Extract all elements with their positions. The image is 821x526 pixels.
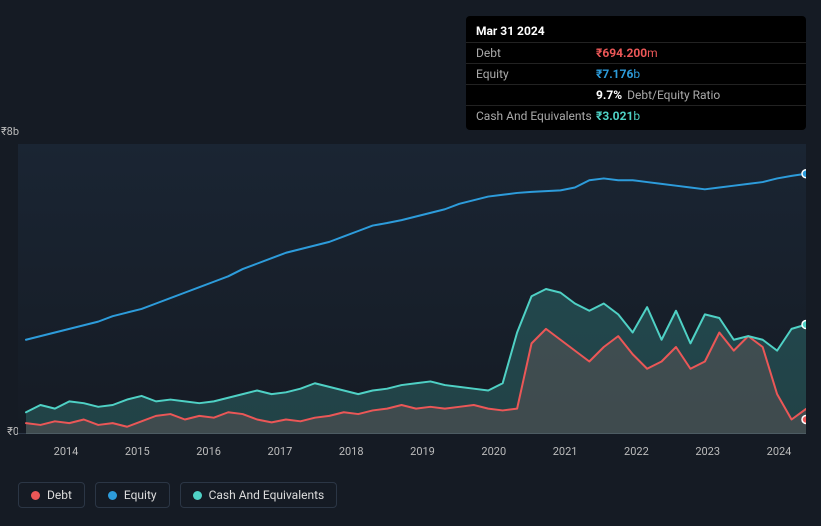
y-axis-label: ₹0: [0, 425, 19, 438]
y-axis-label: ₹8b: [0, 125, 19, 138]
chart-tooltip: Mar 31 2024 Debt₹694.200mEquity₹7.176b9.…: [466, 16, 806, 130]
tooltip-date: Mar 31 2024: [466, 22, 806, 42]
x-axis: 2014 2015 2016 2017 2018 2019 2020 2021 2022 2023…: [18, 445, 806, 465]
tooltip-row-value: ₹7.176b: [596, 67, 640, 81]
tooltip-row-label: [476, 88, 596, 102]
tooltip-row: 9.7% Debt/Equity Ratio: [466, 84, 806, 105]
x-axis-tick: 2020: [481, 445, 506, 458]
tooltip-row-value: 9.7% Debt/Equity Ratio: [596, 88, 720, 102]
tooltip-row-label: Cash And Equivalents: [476, 109, 596, 123]
x-axis-tick: 2024: [767, 445, 792, 458]
x-axis-tick: 2023: [695, 445, 720, 458]
tooltip-row-label: Equity: [476, 67, 596, 81]
x-axis-tick: 2014: [54, 445, 79, 458]
legend-item[interactable]: Cash And Equivalents: [180, 482, 338, 508]
x-axis-tick: 2016: [196, 445, 221, 458]
tooltip-row: Equity₹7.176b: [466, 63, 806, 84]
legend-label: Equity: [124, 488, 157, 502]
legend-item[interactable]: Debt: [18, 482, 85, 508]
legend-label: Cash And Equivalents: [209, 488, 325, 502]
tooltip-row: Debt₹694.200m: [466, 42, 806, 63]
tooltip-row: Cash And Equivalents₹3.021b: [466, 105, 806, 126]
legend-item[interactable]: Equity: [95, 482, 170, 508]
tooltip-row-value: ₹3.021b: [596, 109, 640, 123]
tooltip-row-value: ₹694.200m: [596, 46, 658, 60]
x-axis-tick: 2015: [125, 445, 150, 458]
x-axis-tick: 2017: [268, 445, 293, 458]
x-axis-tick: 2018: [339, 445, 364, 458]
legend-label: Debt: [47, 488, 72, 502]
legend-dot-icon: [31, 491, 40, 500]
x-axis-tick: 2019: [410, 445, 435, 458]
legend-dot-icon: [108, 491, 117, 500]
chart-plot-area: [18, 144, 806, 434]
x-axis-tick: 2022: [624, 445, 649, 458]
tooltip-row-label: Debt: [476, 46, 596, 60]
legend-dot-icon: [193, 491, 202, 500]
x-axis-tick: 2021: [553, 445, 578, 458]
chart-svg: [18, 144, 806, 434]
chart-legend: Debt Equity Cash And Equivalents: [18, 482, 337, 508]
